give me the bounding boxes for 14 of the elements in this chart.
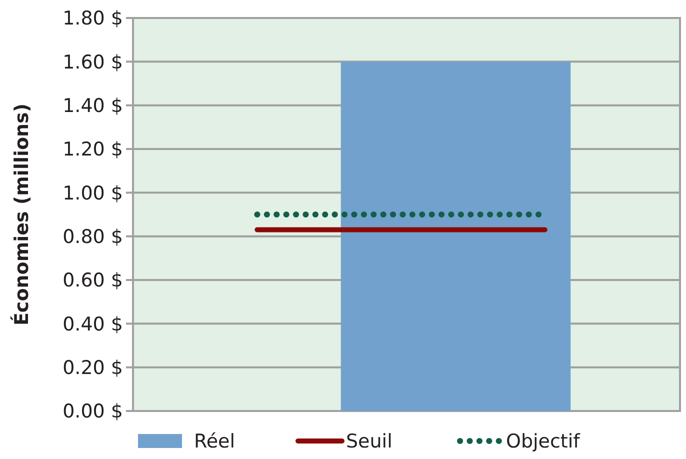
y-tick-label: 1.80 $ xyxy=(62,8,123,30)
y-tick-label: 1.60 $ xyxy=(62,51,123,74)
y-tick-label: 0.20 $ xyxy=(62,356,123,379)
y-tick-label: 0.40 $ xyxy=(62,313,123,336)
y-axis-title: Économies (millions) xyxy=(10,103,33,326)
y-tick-label: 1.40 $ xyxy=(62,94,123,117)
y-tick-label: 0.80 $ xyxy=(62,226,123,248)
y-tick-label: 1.20 $ xyxy=(62,138,123,161)
legend-label: Seuil xyxy=(346,430,392,453)
y-tick-label: 0.60 $ xyxy=(62,270,123,292)
y-tick-label: 1.00 $ xyxy=(62,182,123,204)
legend-label: Objectif xyxy=(506,430,582,453)
legend-label: Réel xyxy=(194,430,236,453)
y-tick-label: 0.00 $ xyxy=(62,400,123,423)
